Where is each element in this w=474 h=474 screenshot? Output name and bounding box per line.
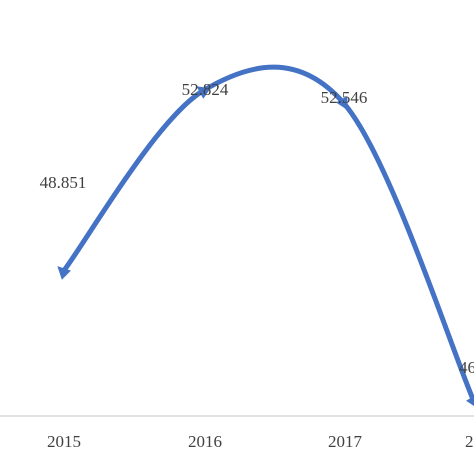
data-label-2015: 48.851: [40, 173, 87, 192]
data-marker-2017: [336, 96, 348, 111]
series-line: [60, 64, 474, 405]
x-tick-2018: 2: [465, 432, 474, 451]
data-marker-2015: [57, 266, 71, 280]
data-marker-2016: [196, 86, 211, 99]
data-label-2017: 52.546: [321, 88, 368, 107]
x-tick-2017: 2017: [328, 432, 363, 451]
data-label-2016: 52.824: [182, 80, 229, 99]
x-tick-2016: 2016: [188, 432, 222, 451]
data-label-2018: 46: [459, 358, 474, 377]
x-tick-2015: 2015: [47, 432, 81, 451]
data-marker-2018: [466, 396, 474, 406]
